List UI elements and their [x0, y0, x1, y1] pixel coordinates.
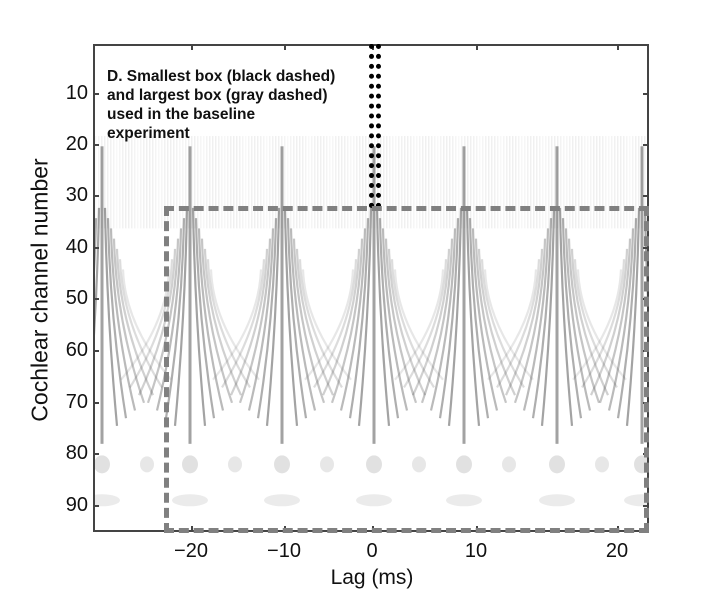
x-tick-mark	[191, 44, 193, 50]
y-axis-label: Cochlear channel number	[26, 158, 53, 422]
largest-box-gray-dashed	[164, 205, 649, 533]
y-tick-label: 30	[65, 184, 88, 206]
y-tick-label: 50	[65, 287, 88, 309]
y-tick-mark	[93, 195, 99, 197]
y-tick-mark	[643, 144, 649, 146]
y-tick-mark	[93, 93, 99, 95]
x-tick-label: 0	[366, 540, 378, 562]
correlogram-heatmap	[95, 136, 647, 507]
y-tick-mark	[93, 298, 99, 300]
smallest-box-black-dashed	[369, 44, 381, 208]
y-tick-label: 60	[65, 339, 88, 361]
y-tick-label: 20	[65, 133, 88, 155]
panel-annotation: D. Smallest box (black dashed) and large…	[107, 68, 336, 142]
x-tick-label: −10	[267, 540, 301, 562]
y-tick-label: 10	[65, 82, 88, 104]
y-tick-mark	[643, 93, 649, 95]
x-tick-mark	[617, 44, 619, 50]
y-tick-mark	[93, 247, 99, 249]
x-tick-mark	[476, 44, 478, 50]
y-tick-label: 40	[65, 236, 88, 258]
y-tick-mark	[93, 402, 99, 404]
y-tick-mark	[93, 505, 99, 507]
x-tick-label: 20	[605, 540, 629, 562]
x-tick-label: −20	[174, 540, 208, 562]
y-tick-label: 90	[65, 494, 88, 516]
y-tick-mark	[93, 453, 99, 455]
y-tick-mark	[93, 144, 99, 146]
y-tick-mark	[643, 195, 649, 197]
y-tick-mark	[93, 350, 99, 352]
x-axis-label: Lag (ms)	[330, 566, 414, 589]
y-tick-label: 80	[65, 442, 88, 464]
y-tick-label: 70	[65, 391, 88, 413]
x-tick-mark	[284, 44, 286, 50]
x-tick-label: 10	[464, 540, 488, 562]
